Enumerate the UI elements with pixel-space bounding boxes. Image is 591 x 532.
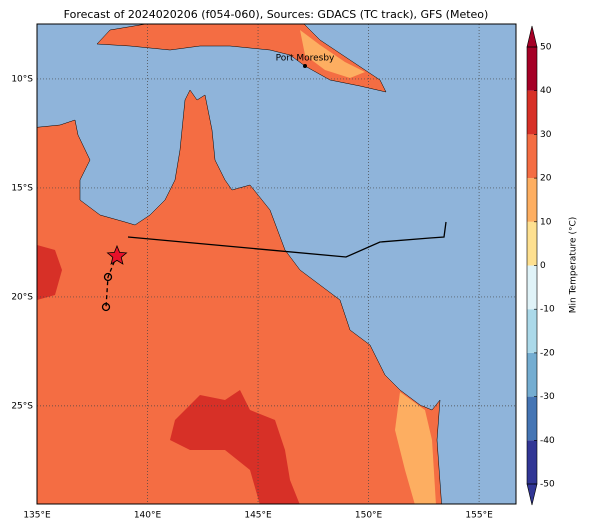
- title: Forecast of 2024020206 (f054-060), Sourc…: [64, 8, 489, 21]
- y-tick-label: 10°S: [11, 74, 33, 84]
- colorbar-bin: [527, 352, 537, 397]
- colorbar-bin: [527, 396, 537, 441]
- y-tick-label: 15°S: [11, 183, 33, 193]
- colorbar-bin: [527, 178, 537, 222]
- colorbar-bin: [527, 309, 537, 353]
- tc-track: [127, 221, 447, 258]
- colorbar-bin: [527, 90, 537, 135]
- colorbar-tick-label: -10: [540, 305, 555, 315]
- colorbar-bin: [527, 134, 537, 179]
- colorbar-bin: [527, 47, 537, 91]
- city-marker: [303, 64, 307, 68]
- x-tick-label: 145°E: [244, 511, 272, 521]
- colorbar-bin: [527, 221, 537, 266]
- colorbar-tick-label: 50: [540, 43, 552, 53]
- colorbar-tick-label: 0: [540, 261, 546, 271]
- x-tick-label: 140°E: [134, 511, 162, 521]
- colorbar-extend-low: [526, 483, 538, 506]
- land-australia: [37, 89, 442, 504]
- x-tick-label: 155°E: [465, 511, 493, 521]
- colorbar-bin: [527, 265, 537, 310]
- tc-position: [106, 244, 128, 265]
- colorbar-bin: [527, 440, 537, 484]
- colorbar-tick-label: -20: [540, 348, 555, 358]
- colorbar-tick-label: 40: [540, 86, 552, 96]
- track-point: [101, 302, 111, 312]
- grid: [37, 24, 516, 504]
- colorbar-extend-high: [526, 25, 538, 48]
- colorbar-tick-label: -50: [540, 480, 555, 490]
- y-tick-label: 20°S: [11, 292, 33, 302]
- colorbar-label: Min Temperature (°C): [569, 217, 579, 314]
- colorbar-tick-label: 10: [540, 217, 552, 227]
- colorbar-tick-label: 20: [540, 174, 552, 184]
- colorbar-tick-label: -30: [540, 392, 555, 402]
- hot-patch: [170, 390, 300, 504]
- colorbar-tick-label: -40: [540, 436, 555, 446]
- map: Port Moresby: [37, 24, 516, 504]
- warm-patch: [395, 392, 436, 504]
- map-frame: [36, 23, 517, 505]
- y-tick-label: 25°S: [11, 401, 33, 411]
- city-label: Port Moresby: [276, 54, 335, 64]
- x-tick-label: 150°E: [355, 511, 383, 521]
- colorbar-tick-label: 30: [540, 130, 552, 140]
- warm-patch: [300, 30, 365, 78]
- hot-patch: [37, 245, 62, 300]
- track-point: [103, 272, 113, 282]
- x-tick-label: 135°E: [23, 511, 51, 521]
